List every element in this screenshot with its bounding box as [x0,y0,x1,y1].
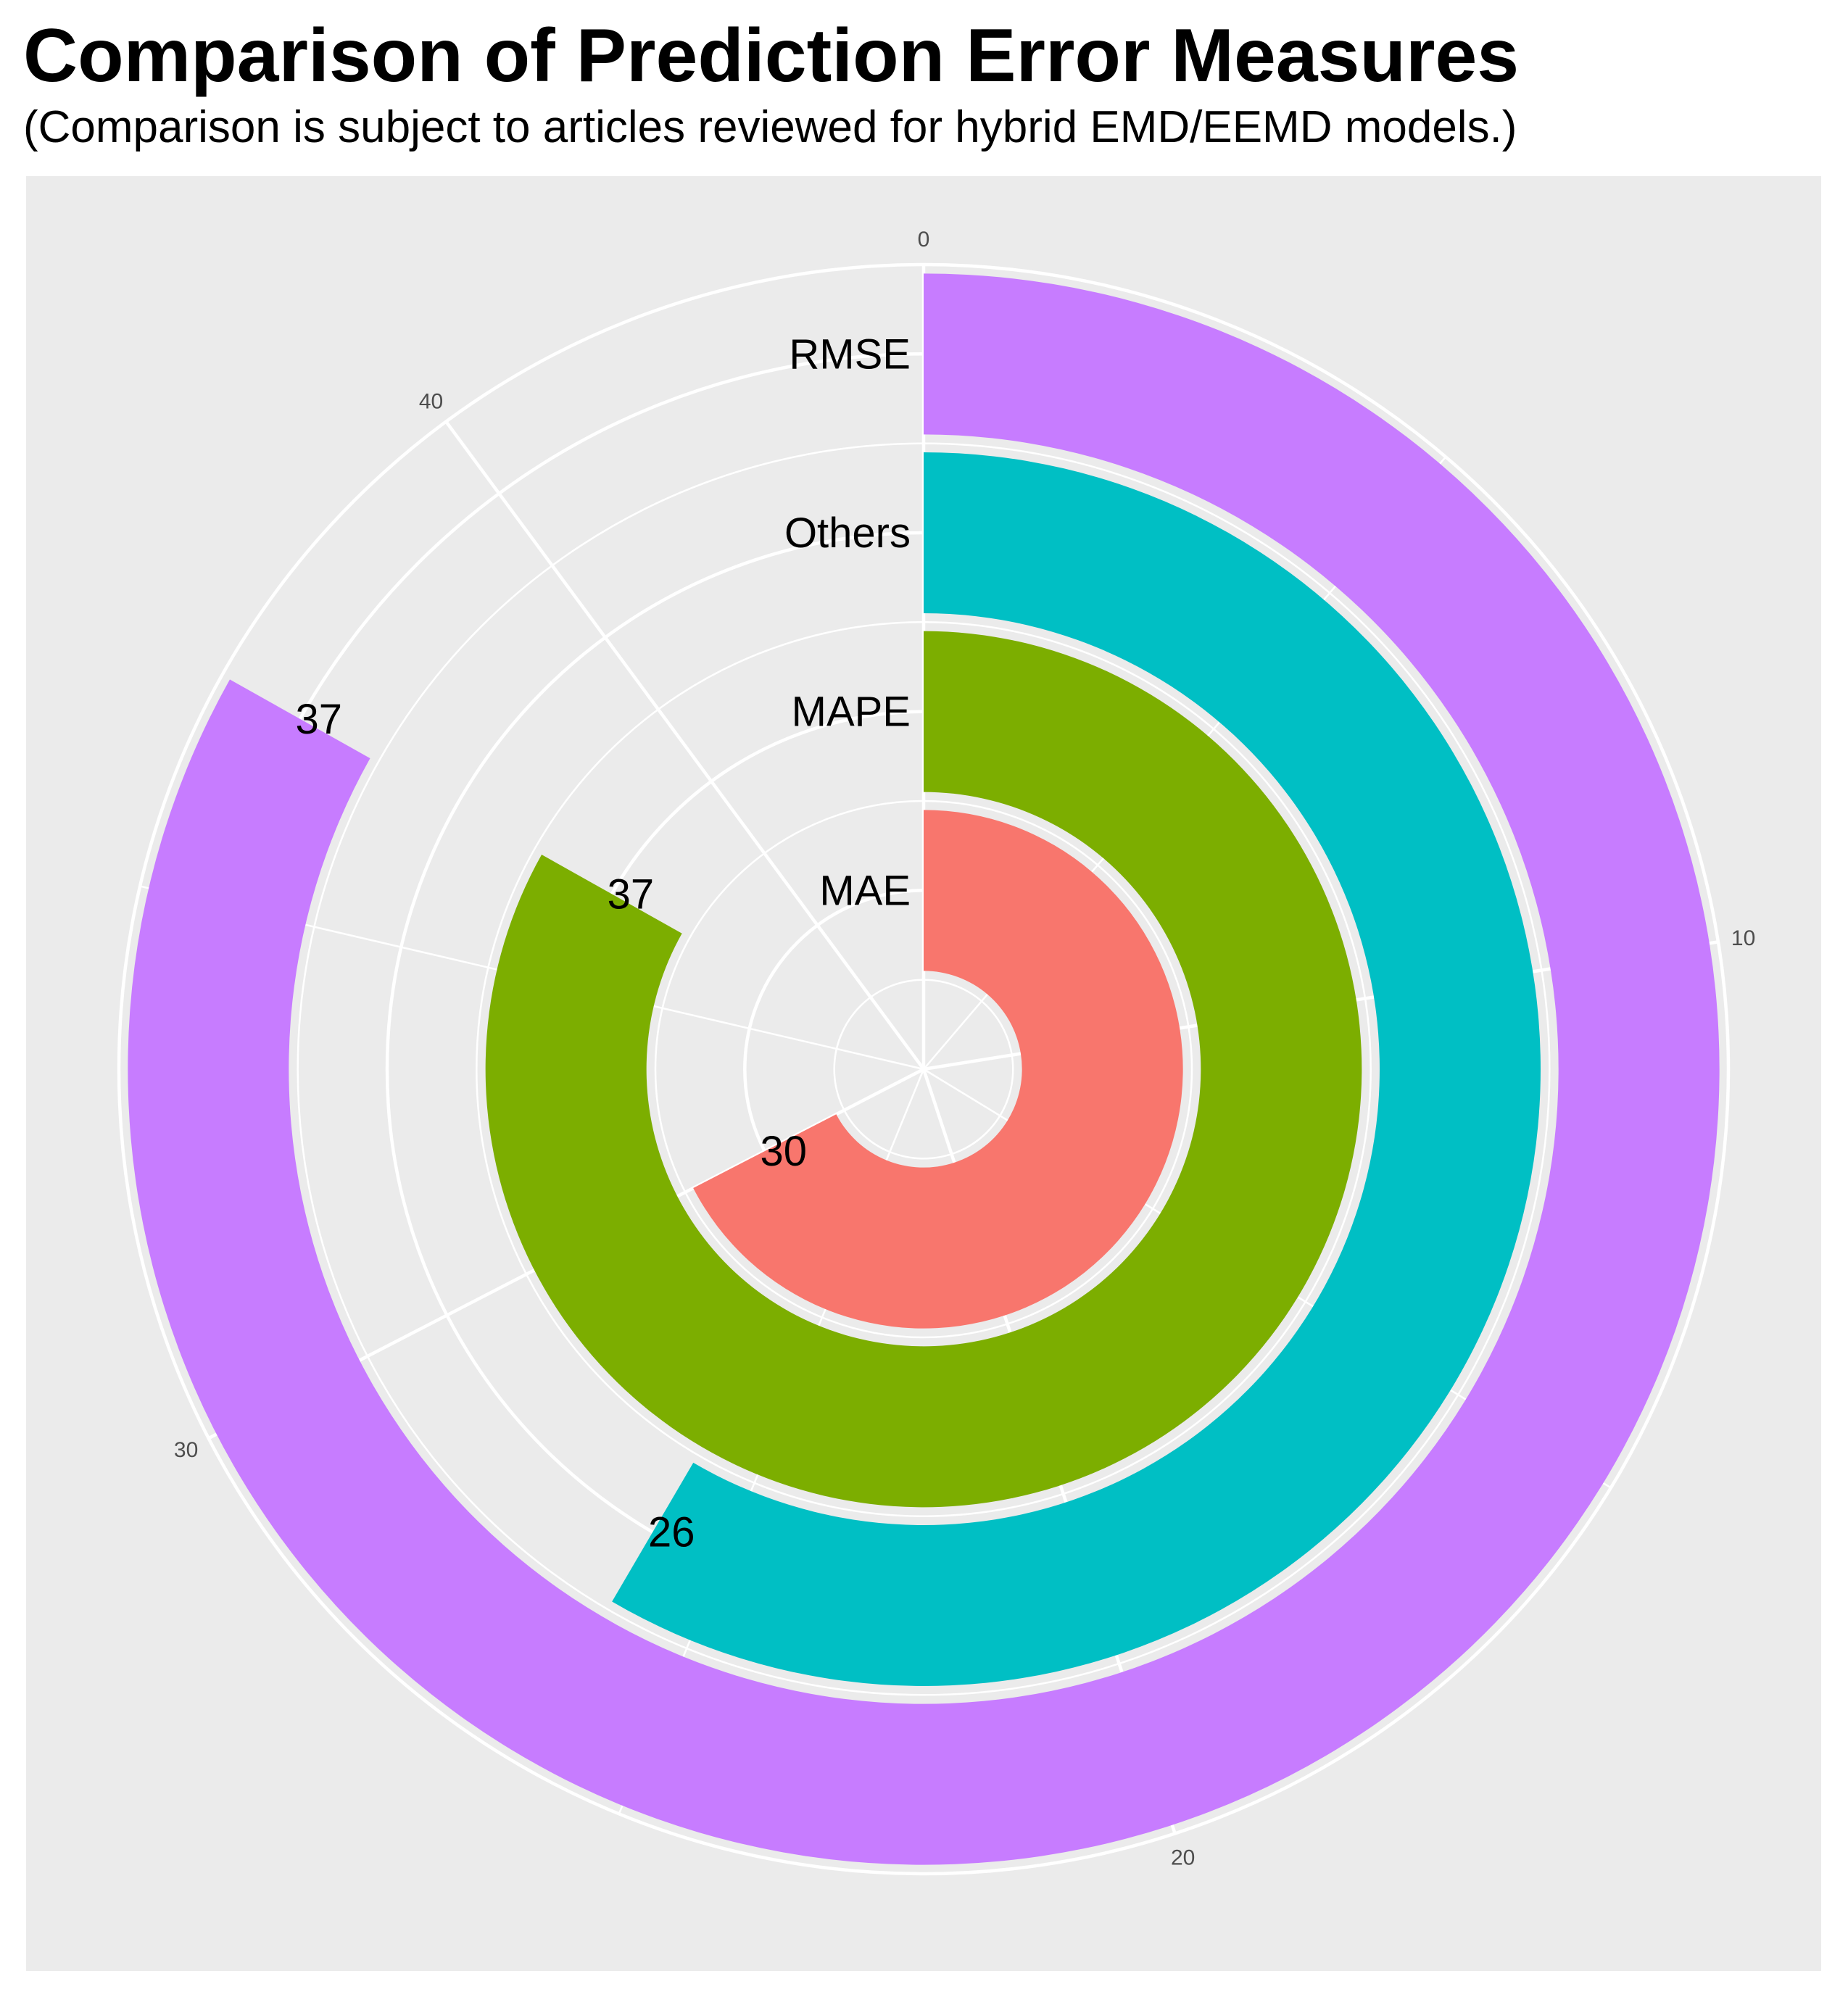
ring-gridline [833,979,1014,1160]
theta-tick-label: 10 [1731,926,1755,950]
ring-gridline [117,262,1731,1876]
theta-tick-label: 30 [174,1438,198,1462]
bar-others [612,452,1541,1686]
category-label-rmse: RMSE [789,331,911,378]
value-label-mape: 37 [608,871,655,918]
chart-subtitle: (Comparison is subject to articles revie… [23,102,1517,152]
category-label-others: Others [784,510,911,557]
theta-tick-label: 20 [1171,1846,1195,1870]
theta-tick-label: 40 [419,389,443,413]
ring-gridline [476,621,1372,1517]
bar-mape [485,631,1362,1508]
value-label-others: 26 [648,1509,695,1556]
value-label-mae: 30 [761,1128,808,1175]
category-label-mape: MAPE [792,689,911,736]
value-label-rmse: 37 [296,696,343,743]
category-label-mae: MAE [819,867,911,914]
spoke-gridline [444,420,925,1071]
labels-layer: MAE MAPE Others RMSE 30 37 26 37 0 10 20 30 40 [174,228,1755,1870]
bar-mae [693,810,1183,1329]
bars-layer [128,273,1720,1865]
ring-gridline [654,800,1193,1339]
chart-title: Comparison of Prediction Error Measures [23,14,1520,98]
ring-gridline [297,442,1551,1696]
theta-tick-label: 0 [918,228,930,252]
